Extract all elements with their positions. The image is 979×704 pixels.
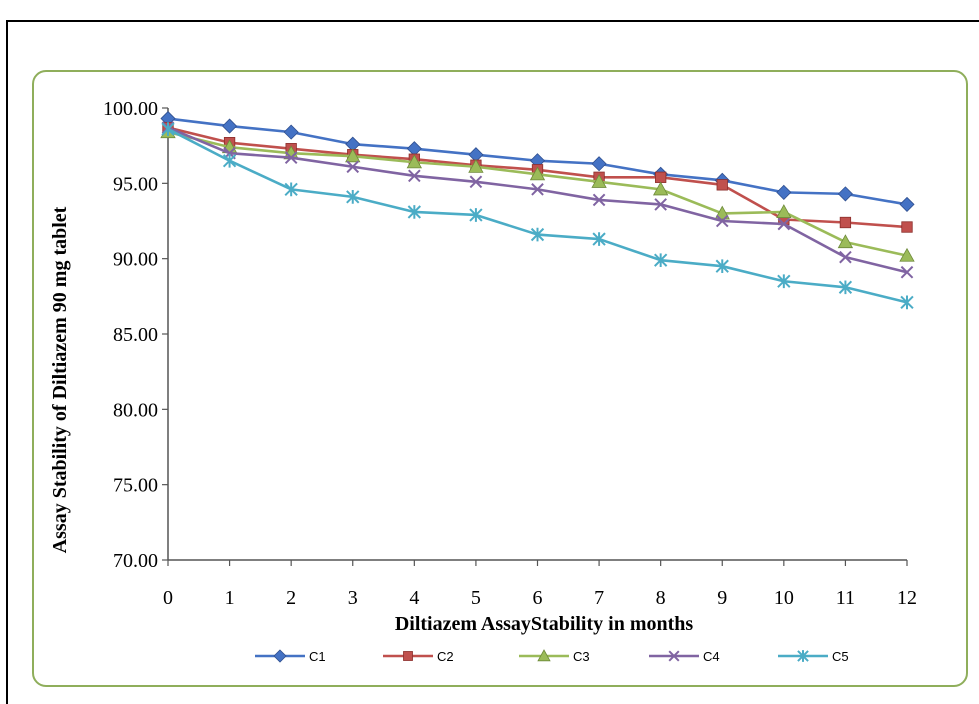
x-ticks: 0 1 2 3 4 5 6 7 8 9 10 11 12: [163, 560, 917, 609]
legend-item-c1: C1: [255, 649, 326, 664]
data-point: [591, 156, 607, 172]
x-tick-label: 11: [836, 587, 855, 609]
data-point: [838, 280, 853, 295]
legend-label: C3: [573, 649, 590, 664]
y-tick-label: 95.00: [113, 173, 158, 195]
y-tick-label: 70.00: [113, 550, 158, 572]
x-tick-label: 0: [163, 587, 173, 609]
legend: C1 C2 C3 C4 C5: [255, 649, 849, 664]
data-point: [837, 234, 854, 249]
data-point: [797, 650, 809, 662]
x-tick-label: 8: [656, 587, 666, 609]
data-point: [222, 153, 237, 168]
series-line: [167, 126, 908, 274]
data-point: [222, 118, 238, 134]
x-tick-label: 7: [594, 587, 604, 609]
legend-label: C4: [703, 649, 720, 664]
data-point: [839, 216, 852, 229]
data-point: [345, 148, 361, 163]
data-point: [591, 174, 607, 188]
data-point: [406, 154, 423, 169]
y-tick-label: 85.00: [113, 324, 158, 346]
x-tick-label: 9: [717, 587, 727, 609]
data-point: [839, 250, 852, 264]
x-tick-label: 5: [471, 587, 481, 609]
x-tick-label: 12: [897, 587, 917, 609]
data-point: [284, 182, 298, 197]
y-tick-label: 75.00: [113, 475, 158, 497]
legend-item-c2: C2: [383, 649, 454, 664]
series-layer: [160, 110, 915, 310]
data-point: [529, 166, 546, 181]
data-point: [469, 175, 483, 189]
y-tick-label: 80.00: [113, 399, 158, 421]
data-point: [469, 208, 483, 222]
y-axis-title: Assay Stability of Diltiazem 90 mg table…: [49, 206, 71, 553]
legend-item-c4: C4: [649, 649, 720, 664]
data-point: [714, 205, 730, 220]
data-point: [777, 274, 791, 289]
data-point: [537, 649, 551, 662]
data-point: [837, 186, 853, 202]
series-c4: [161, 121, 914, 279]
y-tick-label: 90.00: [113, 249, 158, 271]
data-point: [900, 295, 914, 310]
series-c1: [160, 110, 915, 212]
series-c3: [160, 124, 915, 262]
data-point: [283, 124, 299, 140]
data-point: [776, 184, 792, 200]
data-point: [592, 232, 606, 246]
y-tick-label: 100.00: [103, 98, 158, 120]
data-point: [899, 247, 915, 262]
data-point: [715, 214, 729, 228]
data-point: [403, 651, 413, 661]
data-point: [284, 151, 298, 165]
legend-item-c3: C3: [519, 649, 590, 664]
data-point: [346, 190, 360, 204]
data-point: [273, 649, 287, 663]
series-c5: [161, 122, 914, 310]
data-point: [346, 160, 360, 174]
legend-label: C2: [437, 649, 454, 664]
data-point: [776, 204, 792, 218]
data-point: [407, 205, 421, 219]
data-point: [901, 221, 913, 233]
x-tick-label: 10: [774, 587, 794, 609]
data-point: [468, 158, 484, 173]
data-point: [655, 171, 667, 183]
x-tick-label: 4: [409, 587, 419, 609]
data-point: [652, 181, 669, 196]
data-point: [530, 227, 545, 242]
data-point: [592, 193, 606, 207]
data-point: [899, 196, 915, 212]
legend-label: C1: [309, 649, 326, 664]
data-point: [654, 198, 667, 211]
x-tick-label: 2: [286, 587, 296, 609]
data-point: [161, 122, 175, 136]
data-point: [531, 183, 544, 196]
data-point: [900, 265, 914, 279]
data-point: [715, 259, 729, 274]
y-ticks: 70.00 75.00 80.00 85.00 90.00 95.00 100.00: [103, 98, 168, 572]
legend-label: C5: [832, 649, 849, 664]
x-tick-label: 6: [533, 587, 543, 609]
data-point: [408, 169, 421, 183]
x-axis-title: Diltiazem AssayStability in months: [395, 613, 694, 635]
x-tick-label: 3: [348, 587, 358, 609]
data-point: [668, 650, 680, 662]
data-point: [716, 179, 728, 191]
chart-frame: [32, 70, 968, 687]
data-point: [654, 253, 668, 268]
data-point: [777, 217, 791, 231]
x-tick-label: 1: [225, 587, 235, 609]
legend-item-c5: C5: [778, 649, 849, 664]
outer-frame: [6, 20, 979, 704]
